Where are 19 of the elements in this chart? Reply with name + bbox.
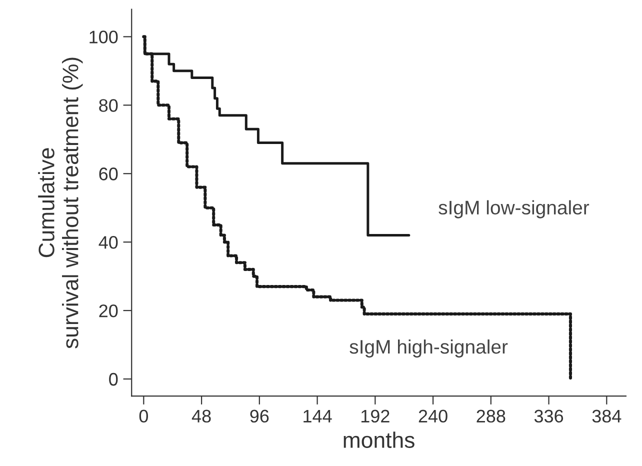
x-tick-label: 336 xyxy=(534,410,564,423)
x-tick-label: 288 xyxy=(476,410,506,423)
y-axis-title: Cumulative survival without treatment (%) xyxy=(38,58,83,348)
x-tick-label: 96 xyxy=(250,410,269,423)
x-tick-label: 384 xyxy=(592,410,622,423)
x-tick-label: 0 xyxy=(139,410,148,423)
y-tick-label: 80 xyxy=(99,99,118,112)
x-tick-label: 144 xyxy=(304,410,332,422)
y-tick-label: 20 xyxy=(99,304,118,318)
x-tick-label: 48 xyxy=(192,410,211,423)
y-tick-label: 40 xyxy=(98,236,118,249)
series-label: sIgM low-signaler xyxy=(438,200,590,218)
y-tick-label: 0 xyxy=(109,372,118,386)
y-tick-label: 60 xyxy=(99,168,118,180)
x-tick-label: 192 xyxy=(361,410,390,423)
x-axis-title: months xyxy=(344,432,414,448)
x-tick-label: 240 xyxy=(418,410,448,423)
series-label: sIgM high-signaler xyxy=(350,339,508,358)
y-tick-label: 100 xyxy=(90,30,118,44)
